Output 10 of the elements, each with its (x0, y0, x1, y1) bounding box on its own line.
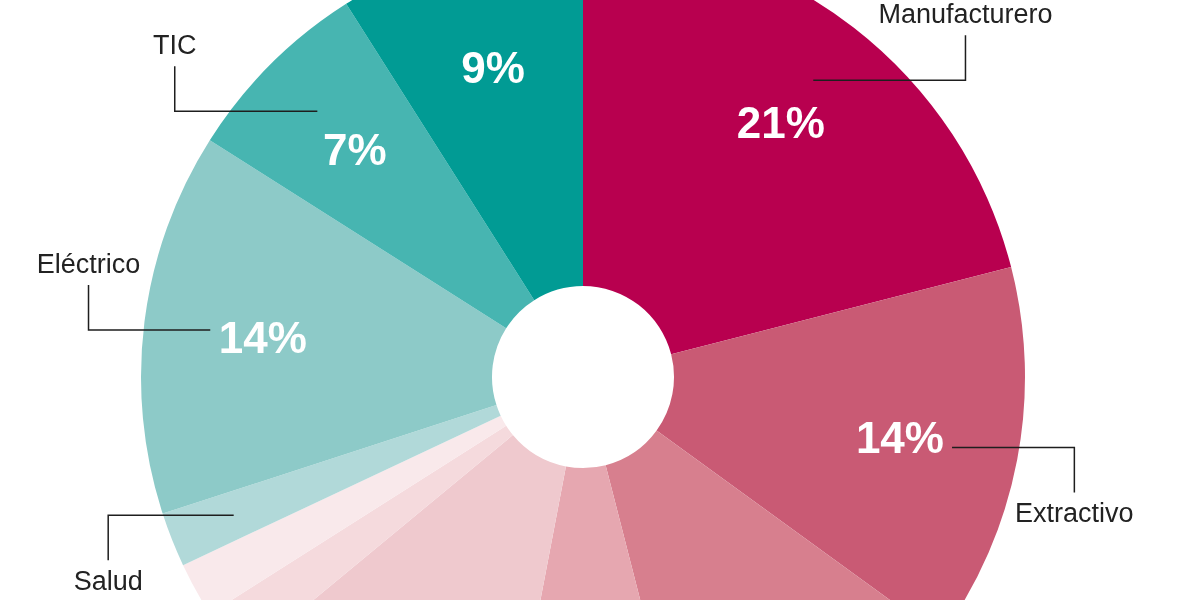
slice-label: Manufacturero (878, 0, 1053, 30)
data-label: 14% (218, 312, 307, 362)
slice-label: Extractivo (1015, 498, 1134, 529)
data-label: 14% (855, 412, 944, 462)
data-label: 9% (461, 42, 525, 92)
data-label: 7% (323, 124, 387, 174)
slice-label: Eléctrico (36, 248, 141, 279)
slice-label: TIC (153, 30, 197, 61)
slice-label: Salud (73, 566, 143, 597)
data-label: 21% (736, 97, 825, 147)
